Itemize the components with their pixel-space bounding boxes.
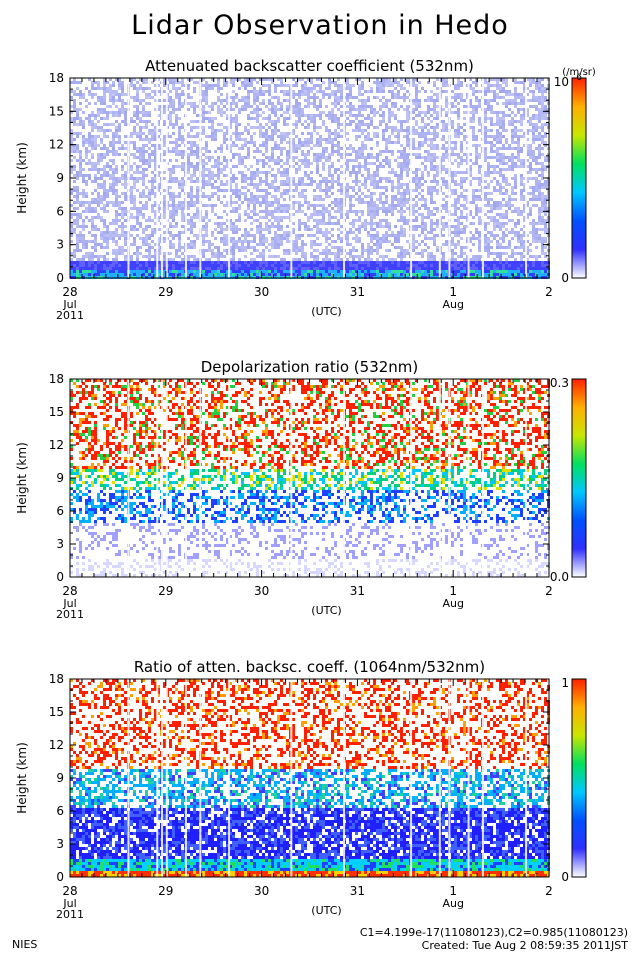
y-axis-label: Height (km) [15,142,29,213]
x-tick-label: 30 [254,584,269,598]
colorbar-max-label: 10 [554,75,569,89]
heatmap-image [70,78,550,279]
y-tick-label: 0 [56,870,64,884]
x-tick-label: 29 [158,285,173,299]
y-tick-label: 0 [56,570,64,584]
x-tick-label: 2 [545,584,553,598]
x-tick-label: 1 [449,584,457,598]
created-timestamp: Created: Tue Aug 2 08:59:35 2011JST [421,939,628,952]
x-tick-label: 1 [449,285,457,299]
y-tick-label: 9 [56,171,64,185]
colorbar [571,378,587,578]
x-tick-sublabel: Jul [62,897,76,910]
chart-title: Depolarization ratio (532nm) [201,358,419,376]
x-tick-label: 29 [158,884,173,898]
calibration-text: C1=4.199e-17(11080123),C2=0.985(11080123… [359,926,628,939]
x-tick-sublabel: 2011 [56,608,84,621]
colorbar [571,678,587,878]
chart-title: Attenuated backscatter coefficient (532n… [145,57,474,75]
x-tick-label: 30 [254,884,269,898]
y-tick-label: 12 [49,438,64,452]
y-tick-label: 6 [56,204,64,218]
colorbar-max-label: 0.3 [550,376,569,390]
y-tick-label: 15 [49,104,64,118]
y-tick-label: 6 [56,504,64,518]
y-tick-label: 3 [56,537,64,551]
x-tick-label: 28 [62,285,77,299]
y-tick-label: 12 [49,138,64,152]
colorbar-exponent: -6 [573,73,582,83]
x-tick-label: 1 [449,884,457,898]
x-tick-label: 2 [545,884,553,898]
x-tick-label: 29 [158,584,173,598]
x-tick-label: 31 [350,285,365,299]
y-tick-label: 3 [56,837,64,851]
x-tick-sublabel: Aug [442,298,463,311]
x-axis-label: (UTC) [311,904,341,917]
y-axis-label: Height (km) [15,442,29,513]
x-tick-sublabel: Jul [62,597,76,610]
x-tick-sublabel: 2011 [56,908,84,921]
colorbar [571,77,587,279]
x-tick-label: 31 [350,884,365,898]
colorbar-unit: (/m/sr) [562,67,596,78]
y-tick-label: 18 [49,71,64,85]
y-tick-label: 0 [56,271,64,285]
page-title: Lidar Observation in Hedo [131,10,509,41]
y-tick-label: 15 [49,405,64,419]
x-axis-label: (UTC) [311,604,341,617]
colorbar-min-label: 0.0 [550,570,569,584]
y-tick-label: 18 [49,672,64,686]
x-axis-label: (UTC) [311,305,341,318]
y-tick-label: 9 [56,471,64,485]
x-tick-label: 28 [62,584,77,598]
x-tick-sublabel: Aug [442,597,463,610]
x-tick-label: 2 [545,285,553,299]
y-tick-label: 3 [56,238,64,252]
x-tick-label: 30 [254,285,269,299]
colorbar-max-label: 1 [561,676,569,690]
chart-panel-2: Depolarization ratio (532nm)0369121518He… [15,358,587,621]
colorbar-min-label: 0 [561,271,569,285]
chart-panel-1: Attenuated backscatter coefficient (532n… [15,57,596,322]
organization-label: NIES [12,938,38,951]
y-tick-label: 9 [56,771,64,785]
y-tick-label: 12 [49,738,64,752]
heatmap-image [70,379,550,577]
x-tick-sublabel: Jul [62,298,76,311]
colorbar-min-label: 0 [561,870,569,884]
y-axis-label: Height (km) [15,742,29,813]
x-tick-label: 31 [350,584,365,598]
y-tick-label: 18 [49,372,64,386]
x-tick-sublabel: 2011 [56,309,84,322]
y-tick-label: 6 [56,804,64,818]
y-tick-label: 15 [49,705,64,719]
x-tick-label: 28 [62,884,77,898]
x-tick-sublabel: Aug [442,897,463,910]
heatmap-image [70,679,550,877]
chart-title: Ratio of atten. backsc. coeff. (1064nm/5… [134,658,485,676]
chart-panel-3: Ratio of atten. backsc. coeff. (1064nm/5… [15,658,587,921]
